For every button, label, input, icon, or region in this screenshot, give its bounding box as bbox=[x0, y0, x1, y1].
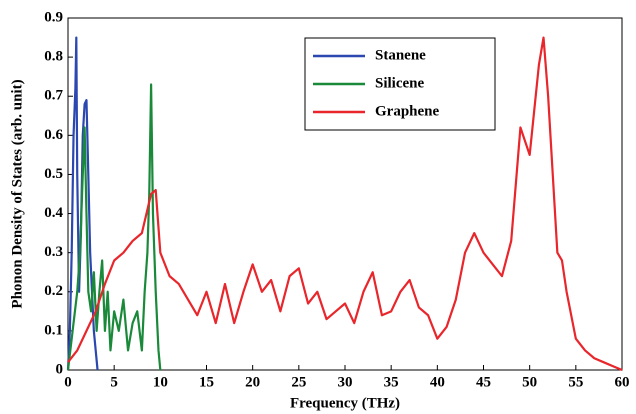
x-tick-label: 45 bbox=[476, 374, 491, 390]
y-tick-label: 0.9 bbox=[44, 9, 63, 25]
y-tick-label: 0.1 bbox=[44, 322, 63, 338]
y-tick-label: 0.8 bbox=[44, 49, 63, 65]
y-tick-label: 0.3 bbox=[44, 244, 63, 260]
x-tick-label: 50 bbox=[522, 374, 537, 390]
x-axis-label: Frequency (THz) bbox=[290, 395, 400, 411]
x-tick-label: 25 bbox=[291, 374, 306, 390]
y-tick-label: 0 bbox=[56, 361, 64, 377]
x-tick-label: 10 bbox=[153, 374, 168, 390]
x-tick-label: 60 bbox=[615, 374, 630, 390]
legend-label: Stanene bbox=[375, 47, 426, 63]
series-line bbox=[66, 83, 162, 371]
x-tick-label: 55 bbox=[568, 374, 583, 390]
legend-label: Silicene bbox=[375, 75, 425, 91]
x-tick-label: 20 bbox=[245, 374, 260, 390]
x-tick-label: 0 bbox=[64, 374, 72, 390]
y-tick-label: 0.6 bbox=[44, 127, 63, 143]
y-axis-label: Phonon Density of States (arb. unit) bbox=[9, 79, 25, 308]
x-tick-label: 30 bbox=[338, 374, 353, 390]
y-tick-label: 0.7 bbox=[44, 88, 63, 104]
y-tick-label: 0.4 bbox=[44, 205, 63, 221]
y-tick-label: 0.5 bbox=[44, 166, 63, 182]
x-tick-label: 40 bbox=[430, 374, 445, 390]
y-tick-label: 0.2 bbox=[44, 283, 63, 299]
x-tick-label: 15 bbox=[199, 374, 214, 390]
series-line bbox=[67, 36, 623, 372]
x-tick-label: 35 bbox=[384, 374, 399, 390]
x-tick-label: 5 bbox=[110, 374, 118, 390]
legend-label: Graphene bbox=[375, 103, 440, 119]
